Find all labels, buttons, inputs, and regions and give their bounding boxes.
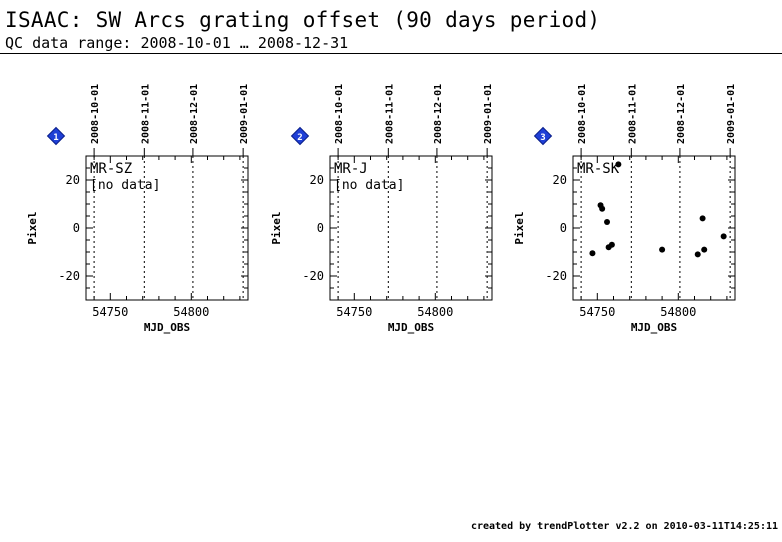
chart-panel-2: 2008-10-01 2008-11-01 2008-12-01 2009-01-01… (270, 84, 494, 334)
no-data-note: [no data] (90, 178, 160, 193)
date-tick-label: 2008-10-01 (577, 84, 588, 144)
panel-label: MR-J (334, 161, 368, 177)
date-tick-label: 2008-10-01 (90, 84, 101, 144)
y-tick-label: 20 (66, 173, 80, 187)
x-tick-label: 54750 (579, 305, 615, 319)
date-tick-label: 2008-12-01 (433, 84, 444, 144)
no-data-note: [no data] (334, 178, 404, 193)
y-axis-label: Pixel (513, 211, 526, 244)
x-tick-label: 54750 (336, 305, 372, 319)
chart-panel-3: 2008-10-01 2008-11-01 2008-12-01 2009-01-01… (513, 84, 737, 334)
y-tick-label: 20 (310, 173, 324, 187)
y-axis-label: Pixel (26, 211, 39, 244)
date-tick-label: 2008-11-01 (140, 84, 151, 144)
data-point (608, 241, 615, 248)
x-axis-label: MJD_OBS (631, 321, 677, 334)
x-tick-label: 54750 (92, 305, 128, 319)
footer-credit: created by trendPlotter v2.2 on 2010-03-… (470, 521, 778, 532)
date-tick-label: 2008-11-01 (627, 84, 638, 144)
y-tick-label: 20 (553, 173, 567, 187)
data-point (604, 219, 611, 225)
panel-badge-number: 2 (297, 133, 302, 143)
panel-badge-number: 3 (540, 133, 545, 143)
y-axis-label: Pixel (270, 211, 283, 244)
panel-label: MR-SK (577, 161, 620, 177)
data-point (589, 250, 596, 257)
x-axis-label: MJD_OBS (144, 321, 190, 334)
y-tick-label: 0 (73, 221, 80, 235)
x-axis-label: MJD_OBS (388, 321, 434, 334)
data-point (701, 246, 708, 253)
panel-badge-icon (290, 126, 310, 146)
x-tick-label: 54800 (660, 305, 696, 319)
date-tick-label: 2009-01-01 (483, 84, 494, 144)
data-point (599, 205, 606, 212)
date-tick-label: 2009-01-01 (239, 84, 250, 144)
y-tick-label: 0 (560, 221, 567, 235)
data-point (659, 246, 666, 253)
chart-panel-1: 2008-10-01 2008-11-01 2008-12-01 2009-01-01… (26, 84, 250, 334)
date-tick-label: 2008-10-01 (334, 84, 345, 144)
data-point (615, 161, 622, 168)
plot-frame (572, 155, 736, 301)
date-tick-label: 2008-12-01 (676, 84, 687, 144)
data-point (720, 233, 727, 240)
page-title: ISAAC: SW Arcs grating offset (90 days p… (5, 8, 601, 32)
panel-badge-icon (533, 126, 553, 146)
x-tick-label: 54800 (417, 305, 453, 319)
x-tick-label: 54800 (173, 305, 209, 319)
header-divider (0, 53, 782, 54)
panel-label: MR-SZ (90, 161, 132, 177)
data-point (694, 251, 701, 258)
y-tick-label: -20 (545, 269, 567, 283)
date-tick-label: 2008-11-01 (384, 84, 395, 144)
page-subtitle: QC data range: 2008-10-01 … 2008-12-31 (5, 34, 349, 52)
data-point (699, 215, 706, 222)
date-tick-label: 2009-01-01 (726, 84, 737, 144)
date-tick-label: 2008-12-01 (189, 84, 200, 144)
panel-badge-icon (46, 126, 66, 146)
y-tick-label: 0 (317, 221, 324, 235)
y-tick-label: -20 (302, 269, 324, 283)
panel-badge-number: 1 (53, 133, 58, 143)
y-tick-label: -20 (58, 269, 80, 283)
